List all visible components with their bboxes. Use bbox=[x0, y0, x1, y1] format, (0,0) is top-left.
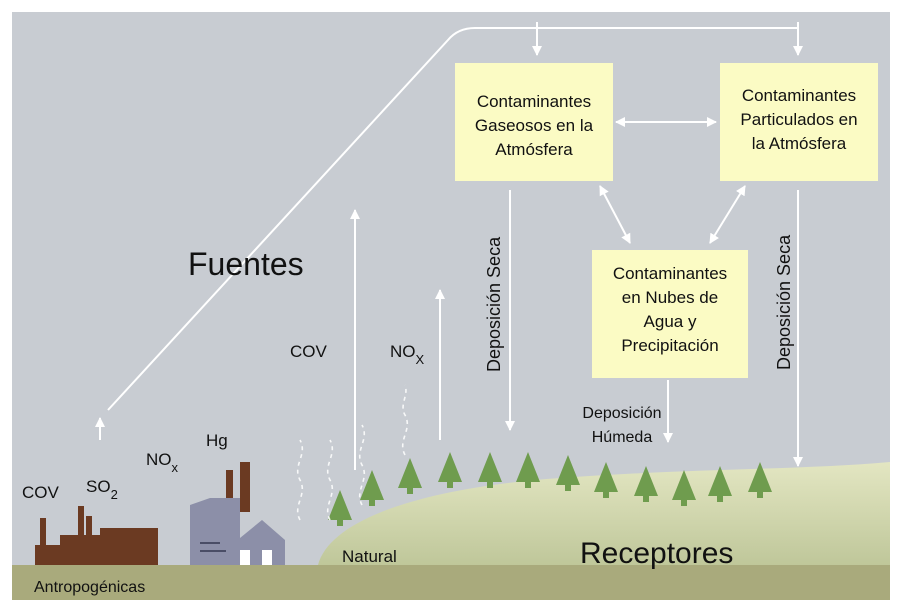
emission-label: COV bbox=[290, 342, 328, 361]
wet-deposition: Húmeda bbox=[592, 429, 653, 446]
label-sub: X bbox=[416, 352, 425, 367]
diagram: Contaminantes Gaseosos en la Atmósfera C… bbox=[0, 0, 898, 608]
label-sub: x bbox=[172, 460, 179, 475]
label-text: NO bbox=[146, 450, 172, 469]
dry-deposition: Deposición Seca bbox=[774, 234, 794, 370]
box-clouds: Contaminantes en Nubes de Agua y Precipi… bbox=[592, 250, 748, 378]
natural-label: Natural bbox=[342, 547, 397, 566]
label-text: SO bbox=[86, 477, 111, 496]
box-text: Contaminantes bbox=[613, 264, 727, 283]
box-text: Agua y bbox=[644, 312, 697, 331]
label-text: NO bbox=[390, 342, 416, 361]
dry-deposition: Deposición Seca bbox=[484, 236, 504, 372]
box-particulate: Contaminantes Particulados en la Atmósfe… bbox=[720, 63, 878, 181]
box-text: Gaseosos en la bbox=[475, 116, 594, 135]
label-sub: 2 bbox=[111, 487, 118, 502]
box-text: Precipitación bbox=[621, 336, 718, 355]
emission-label: Hg bbox=[206, 431, 228, 450]
receptors-label: Receptores bbox=[580, 537, 733, 570]
box-text: Atmósfera bbox=[495, 140, 573, 159]
box-text: Contaminantes bbox=[742, 86, 856, 105]
anthropogenic-label: Antropogénicas bbox=[34, 579, 145, 596]
emission-label: COV bbox=[22, 483, 60, 502]
box-text: Contaminantes bbox=[477, 92, 591, 111]
box-text: la Atmósfera bbox=[752, 134, 847, 153]
box-text: en Nubes de bbox=[622, 288, 718, 307]
box-gaseous: Contaminantes Gaseosos en la Atmósfera bbox=[455, 63, 613, 181]
box-text: Particulados en bbox=[740, 110, 857, 129]
wet-deposition: Deposición bbox=[582, 405, 661, 422]
heading: Fuentes bbox=[188, 246, 304, 282]
